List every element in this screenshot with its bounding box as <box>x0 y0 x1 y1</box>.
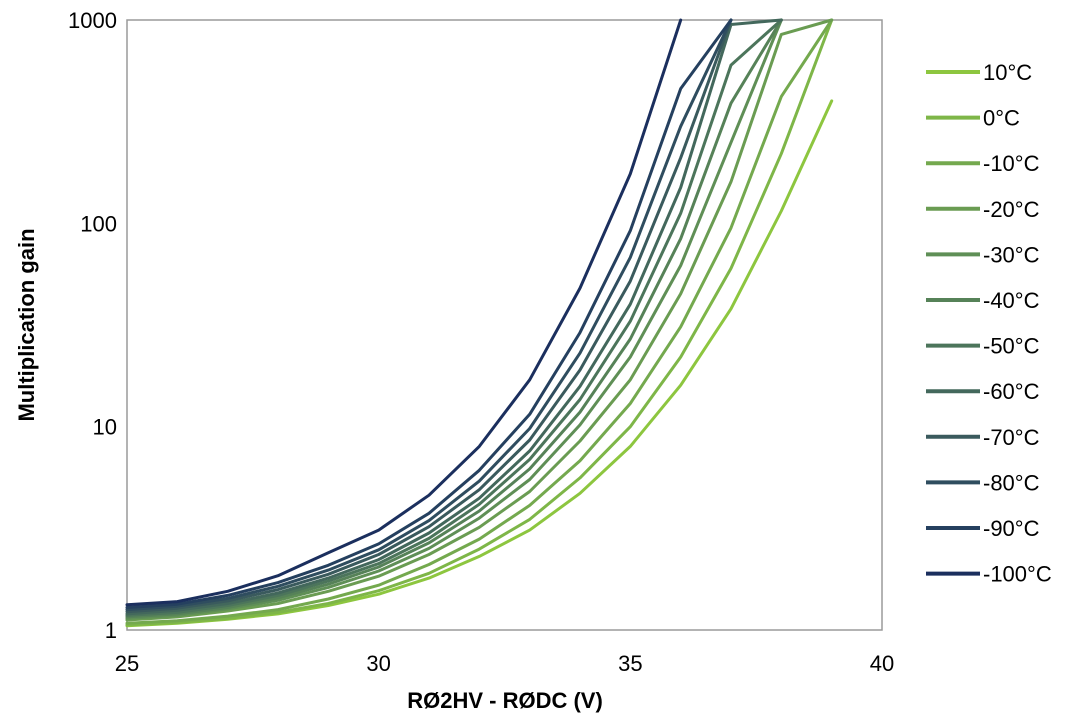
series-line-2 <box>125 18 834 625</box>
legend-label-11: -100°C <box>983 562 1052 587</box>
y-tick-label-2: 100 <box>80 211 117 236</box>
y-axis-ticks: 1 10 100 1000 <box>68 8 117 643</box>
x-axis-title: RØ2HV - RØDC (V) <box>407 688 603 713</box>
legend: 10°C 0°C -10°C -20°C -30°C -40°C -50°C -60°C -70… <box>926 60 1052 587</box>
series-line-11 <box>125 18 683 607</box>
x-tick-label-0: 25 <box>115 651 139 676</box>
x-axis-ticks: 25 30 35 40 <box>115 651 894 676</box>
x-tick-label-2: 35 <box>618 651 642 676</box>
series-line-1 <box>125 18 834 627</box>
series-layer <box>125 18 834 628</box>
legend-label-8: -70°C <box>983 425 1040 450</box>
series-line-3 <box>125 18 834 622</box>
series-line-7 <box>125 18 783 616</box>
x-tick-label-3: 40 <box>870 651 894 676</box>
legend-label-5: -40°C <box>983 288 1040 313</box>
legend-label-0: 10°C <box>983 60 1032 85</box>
y-tick-label-1: 10 <box>93 415 117 440</box>
legend-label-4: -30°C <box>983 242 1040 267</box>
legend-label-10: -90°C <box>983 516 1040 541</box>
y-tick-label-3: 1000 <box>68 8 117 33</box>
legend-label-3: -20°C <box>983 197 1040 222</box>
series-line-6 <box>125 18 783 617</box>
series-line-5 <box>125 18 783 619</box>
y-tick-label-0: 1 <box>105 618 117 643</box>
legend-label-7: -60°C <box>983 379 1040 404</box>
legend-label-1: 0°C <box>983 106 1020 131</box>
legend-label-2: -10°C <box>983 151 1040 176</box>
series-line-9 <box>125 18 733 612</box>
y-axis-title: Multiplication gain <box>14 228 39 421</box>
plot-area <box>126 19 883 631</box>
legend-label-6: -50°C <box>983 334 1040 359</box>
series-line-10 <box>125 18 733 609</box>
series-line-4 <box>125 18 783 620</box>
legend-label-9: -80°C <box>983 470 1040 495</box>
x-tick-label-1: 30 <box>366 651 390 676</box>
series-line-8 <box>125 18 733 614</box>
